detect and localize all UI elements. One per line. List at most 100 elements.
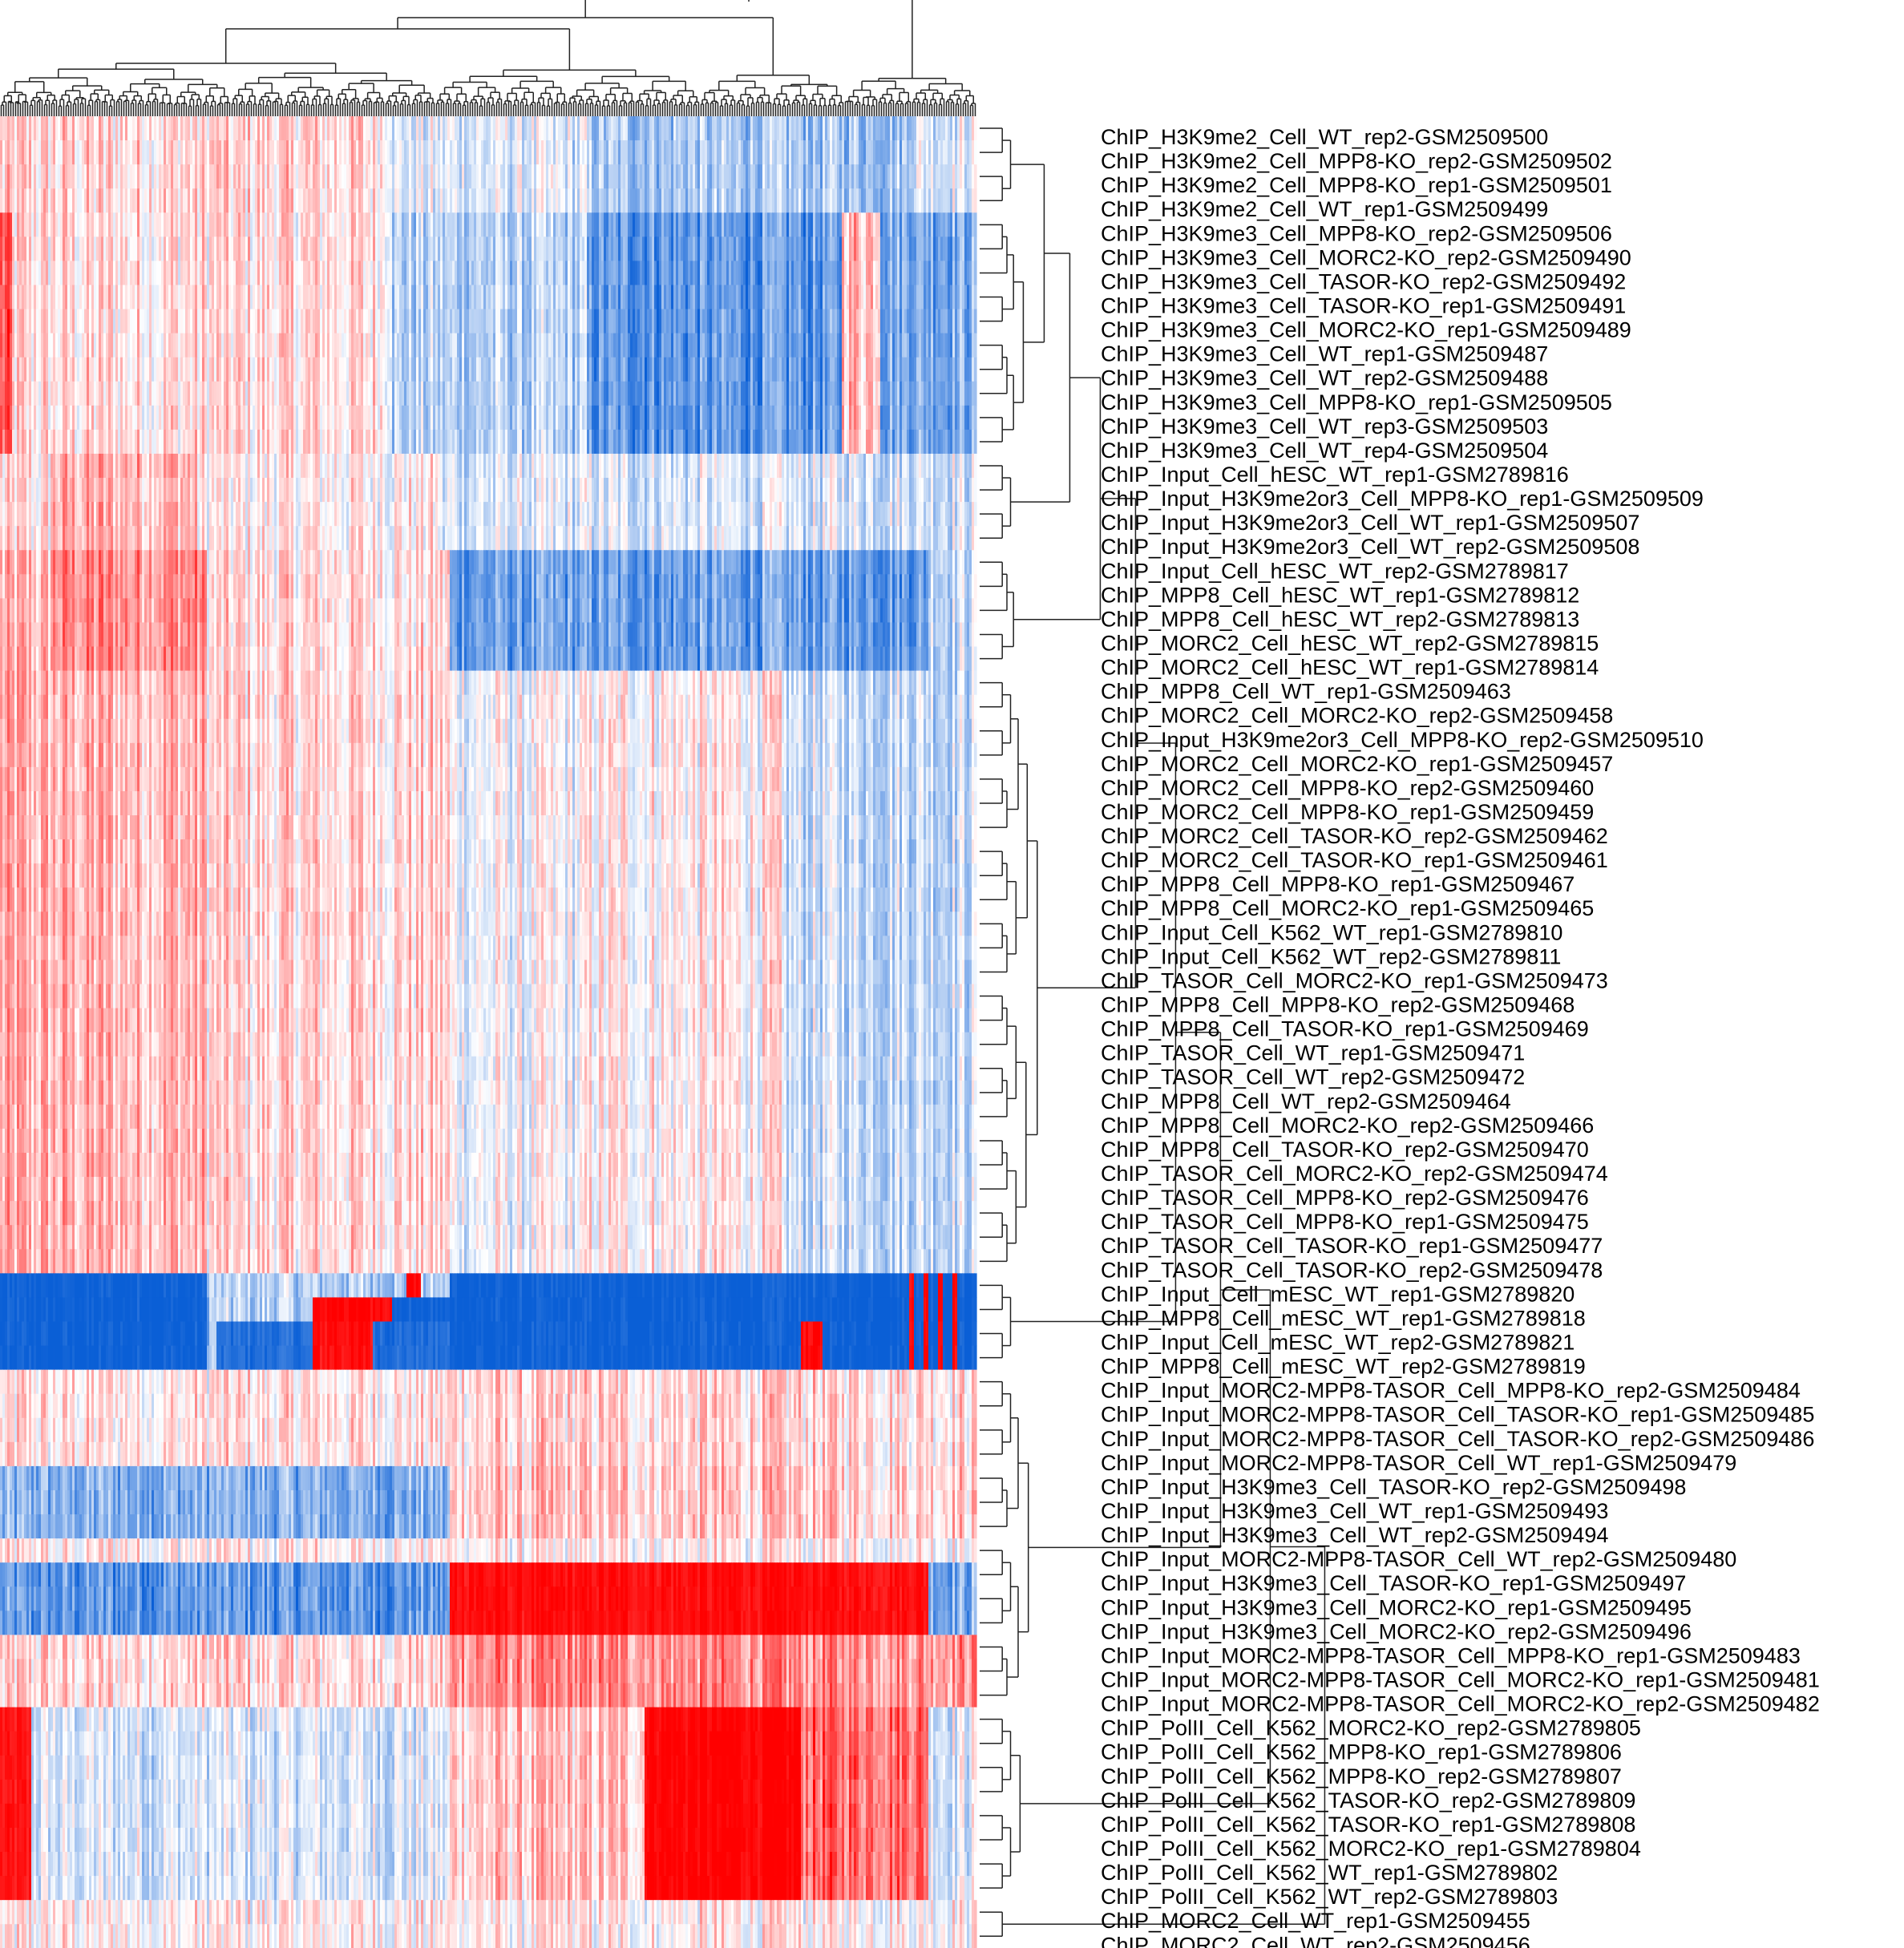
heatmap-cell: [366, 285, 369, 310]
heatmap-cell: [563, 261, 566, 286]
heatmap-cell: [471, 188, 475, 213]
heatmap-cell: [647, 164, 650, 189]
heatmap-cell: [863, 140, 867, 165]
heatmap-cell: [515, 116, 518, 141]
heatmap-cell: [428, 164, 431, 189]
heatmap-cell: [361, 140, 364, 165]
heatmap-cell: [541, 164, 544, 189]
heatmap-cell: [498, 261, 501, 286]
heatmap-cell: [435, 236, 439, 262]
heatmap-cell: [969, 261, 972, 286]
heatmap-cell: [301, 188, 304, 213]
heatmap-cell: [423, 236, 426, 262]
heatmap-cell: [459, 261, 463, 286]
heatmap-cell: [373, 140, 376, 165]
heatmap-cell: [623, 164, 626, 189]
heatmap-cell: [257, 236, 261, 262]
heatmap-cell: [577, 116, 580, 141]
heatmap-cell: [60, 285, 63, 310]
heatmap-cell: [782, 236, 785, 262]
heatmap-cell: [29, 212, 32, 237]
heatmap-cell: [859, 236, 862, 262]
heatmap-cell: [346, 285, 350, 310]
heatmap-cell: [183, 188, 186, 213]
heatmap-cell: [402, 164, 405, 189]
heatmap-cell: [606, 140, 609, 165]
heatmap-cell: [277, 188, 280, 213]
heatmap-cell: [943, 236, 946, 262]
heatmap-cell: [356, 164, 359, 189]
heatmap-cell: [315, 116, 318, 141]
heatmap-cell: [553, 188, 556, 213]
heatmap-cell: [476, 285, 479, 310]
heatmap-cell: [416, 212, 419, 237]
heatmap-cell: [464, 140, 467, 165]
heatmap-cell: [589, 236, 592, 262]
heatmap-cell: [695, 164, 698, 189]
heatmap-cell: [75, 212, 78, 237]
heatmap-cell: [700, 236, 703, 262]
heatmap-cell: [755, 164, 758, 189]
heatmap-cell: [599, 236, 602, 262]
heatmap-cell: [964, 188, 968, 213]
heatmap-cell: [875, 188, 879, 213]
heatmap-cell: [253, 140, 256, 165]
heatmap-cell: [493, 188, 496, 213]
heatmap-cell: [666, 140, 669, 165]
heatmap-cell: [654, 116, 657, 141]
heatmap-cell: [722, 261, 725, 286]
heatmap-cell: [293, 164, 297, 189]
heatmap-cell: [572, 261, 576, 286]
heatmap-cell: [529, 261, 532, 286]
heatmap-cell: [349, 164, 352, 189]
heatmap-cell: [325, 116, 328, 141]
heatmap-cell: [132, 285, 135, 310]
heatmap-cell: [101, 140, 104, 165]
heatmap-cell: [265, 116, 268, 141]
heatmap-cell: [34, 140, 37, 165]
heatmap-cell: [613, 188, 616, 213]
heatmap-cell: [195, 261, 198, 286]
heatmap-cell: [560, 212, 564, 237]
heatmap-cell: [19, 116, 22, 141]
heatmap-cell: [909, 212, 912, 237]
heatmap-cell: [46, 188, 49, 213]
heatmap-cell: [303, 116, 306, 141]
heatmap-cell: [120, 236, 123, 262]
heatmap-cell: [539, 140, 542, 165]
heatmap-cell: [120, 116, 123, 141]
heatmap-cell: [652, 236, 655, 262]
heatmap-cell: [19, 188, 22, 213]
heatmap-cell: [443, 140, 446, 165]
heatmap-cell: [38, 236, 42, 262]
heatmap-cell: [171, 285, 174, 310]
heatmap-cell: [450, 140, 453, 165]
heatmap-cell: [368, 116, 371, 141]
heatmap-cell: [96, 116, 99, 141]
heatmap-cell: [690, 212, 693, 237]
heatmap-cell: [255, 164, 258, 189]
heatmap-cell: [522, 164, 525, 189]
heatmap-cell: [397, 212, 400, 237]
heatmap-cell: [695, 236, 698, 262]
heatmap-cell: [334, 164, 338, 189]
heatmap-cell: [392, 261, 395, 286]
heatmap-cell: [257, 116, 261, 141]
heatmap-cell: [666, 212, 669, 237]
heatmap-cell: [375, 164, 378, 189]
heatmap-cell: [29, 188, 32, 213]
heatmap-cell: [79, 285, 83, 310]
heatmap-cell: [931, 140, 934, 165]
heatmap-cell: [577, 140, 580, 165]
heatmap-cell: [281, 140, 285, 165]
heatmap-cell: [168, 164, 172, 189]
heatmap-cell: [159, 164, 162, 189]
heatmap-cell: [269, 212, 273, 237]
heatmap-cell: [14, 212, 18, 237]
heatmap-cell: [952, 164, 956, 189]
heatmap-cell: [180, 212, 184, 237]
heatmap-cell: [863, 164, 867, 189]
heatmap-cell: [702, 261, 705, 286]
heatmap-cell: [445, 164, 448, 189]
heatmap-cell: [308, 261, 311, 286]
